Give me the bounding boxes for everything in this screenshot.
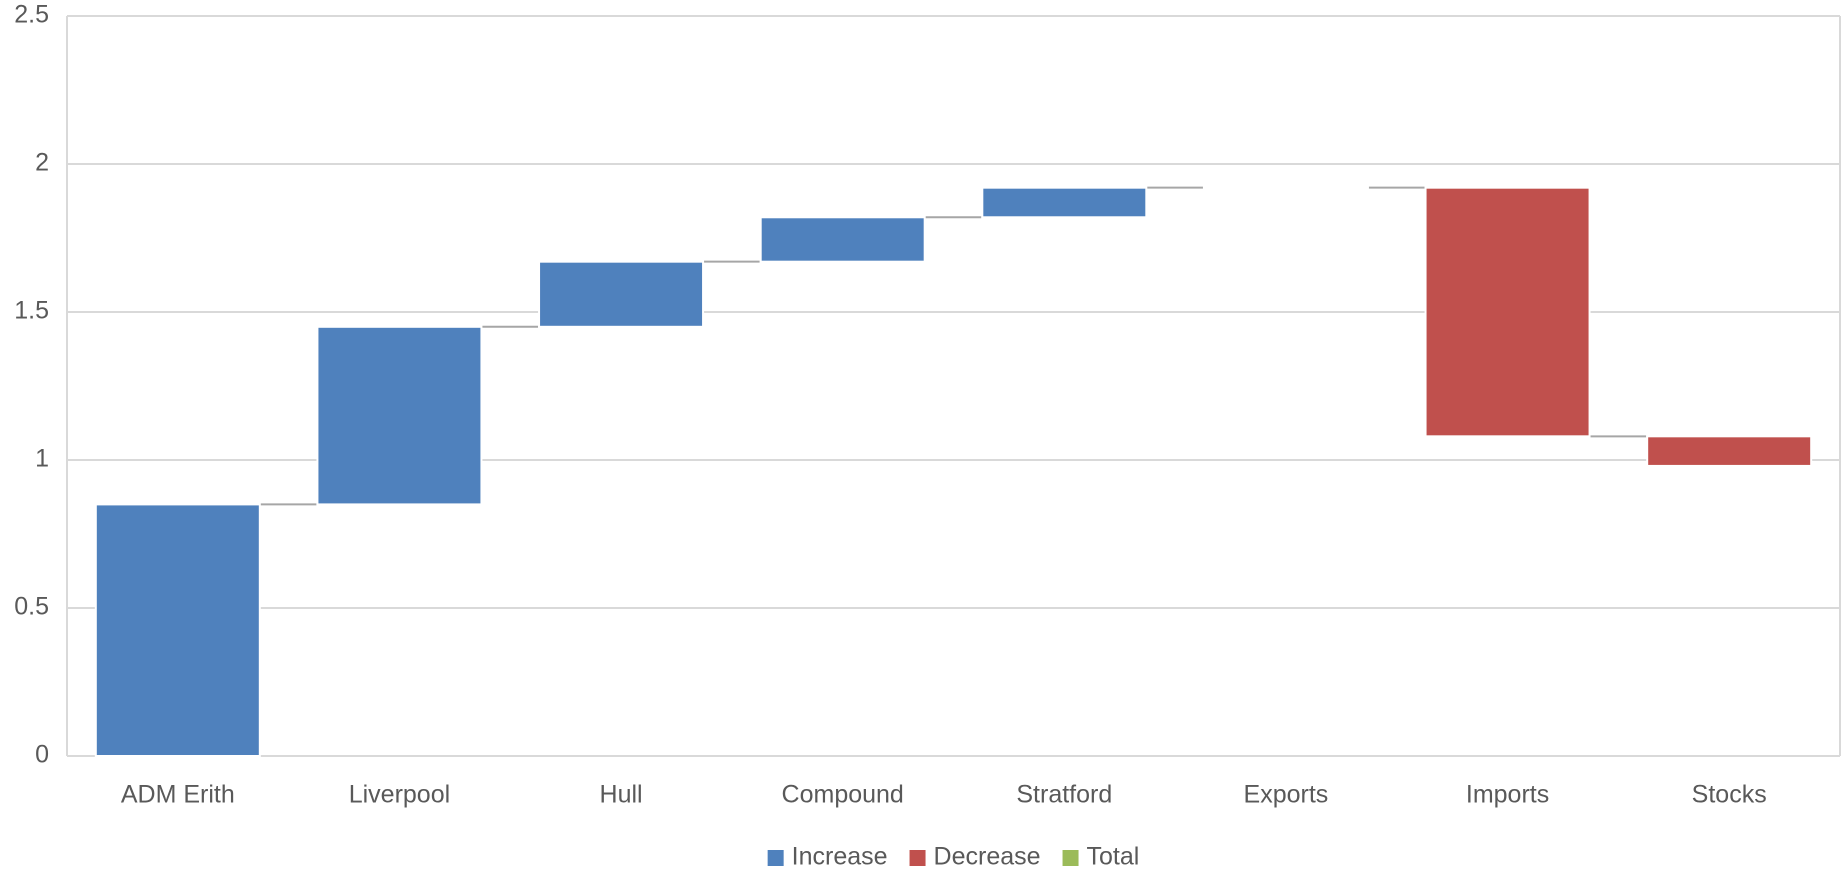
bar bbox=[981, 186, 1148, 219]
y-tick-label: 1 bbox=[35, 445, 49, 473]
x-tick-label: Stratford bbox=[1016, 781, 1112, 809]
legend-label: Total bbox=[1087, 843, 1140, 871]
legend-swatch bbox=[767, 850, 784, 866]
y-tick-label: 0 bbox=[35, 741, 49, 769]
legend-label: Increase bbox=[792, 843, 888, 871]
legend: Increase Decrease Total bbox=[767, 843, 1140, 871]
bar bbox=[316, 325, 483, 506]
x-tick-label: ADM Erith bbox=[121, 781, 235, 809]
x-tick-label: Imports bbox=[1466, 781, 1549, 809]
x-tick-label: Exports bbox=[1244, 781, 1329, 809]
x-tick-label: Stocks bbox=[1692, 781, 1767, 809]
y-tick-label: 0.5 bbox=[14, 593, 49, 621]
bar bbox=[1646, 435, 1813, 467]
x-tick-label: Compound bbox=[782, 781, 904, 809]
x-tick-label: Liverpool bbox=[349, 781, 450, 809]
legend-label: Decrease bbox=[934, 843, 1041, 871]
bar bbox=[1424, 186, 1591, 438]
bar bbox=[759, 216, 926, 263]
legend-swatch bbox=[1062, 850, 1079, 866]
y-tick-label: 2 bbox=[35, 149, 49, 177]
y-tick-label: 2.5 bbox=[14, 1, 49, 29]
bar bbox=[94, 503, 261, 757]
legend-swatch bbox=[909, 850, 926, 866]
y-tick-label: 1.5 bbox=[14, 297, 49, 325]
bar bbox=[538, 260, 705, 328]
x-tick-label: Hull bbox=[600, 781, 643, 809]
